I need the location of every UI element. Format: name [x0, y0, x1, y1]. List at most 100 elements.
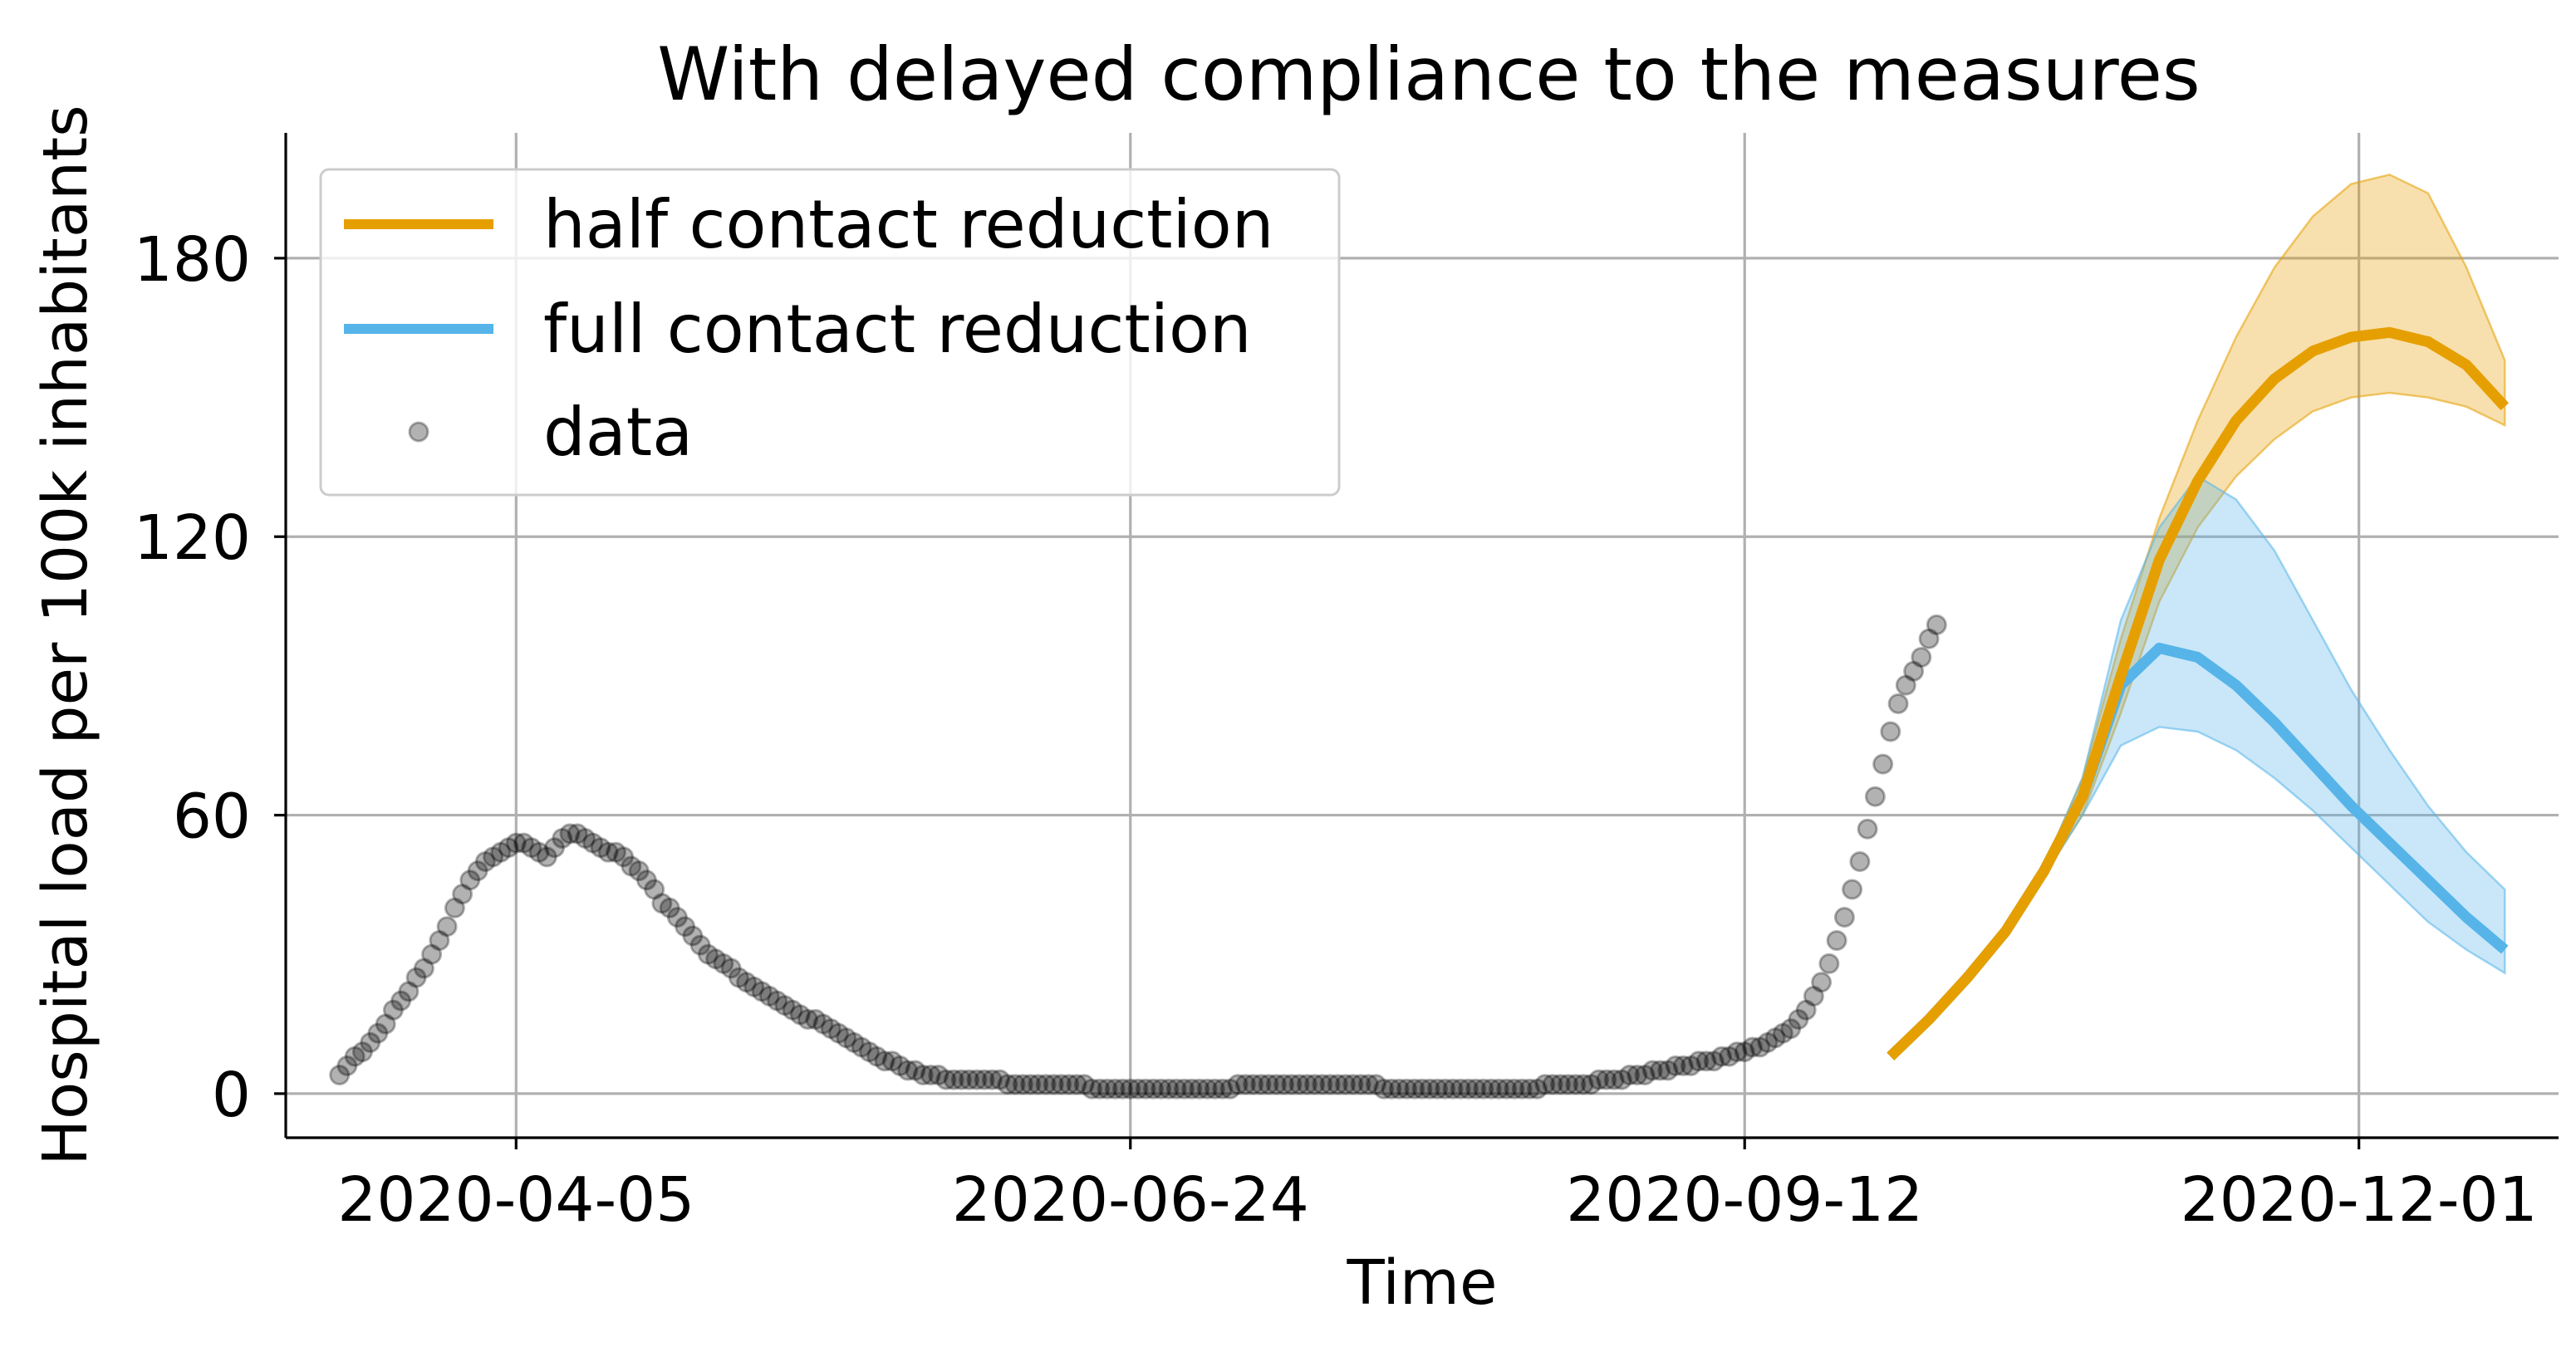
data-point	[1189, 1078, 1210, 1100]
data-point	[1174, 1078, 1195, 1100]
data-point	[1243, 1074, 1264, 1095]
data-point	[1112, 1078, 1133, 1100]
data-point	[1350, 1074, 1371, 1095]
data-point	[697, 943, 719, 965]
series-lines	[1887, 326, 2510, 1060]
data-point	[1504, 1078, 1525, 1100]
data-point	[521, 837, 542, 859]
data-point	[635, 869, 657, 891]
data-point	[1404, 1078, 1425, 1100]
data-point	[459, 869, 481, 891]
data-point	[1611, 1069, 1632, 1090]
data-point	[897, 1060, 919, 1081]
data-point	[644, 879, 665, 900]
data-point	[1757, 1031, 1779, 1053]
data-point	[1519, 1078, 1540, 1100]
data-point	[1872, 753, 1894, 775]
y-ticks: 0 60 120 180	[134, 224, 286, 1131]
data-point	[1151, 1078, 1172, 1100]
data-point	[1811, 972, 1833, 993]
data-point	[1903, 660, 1925, 682]
data-point	[920, 1065, 941, 1085]
data-point	[751, 981, 773, 1002]
data-point	[1381, 1078, 1402, 1100]
x-tick-label: 2020-12-01	[2181, 1164, 2538, 1236]
data-points	[329, 614, 1947, 1100]
data-point	[1043, 1074, 1064, 1095]
data-point	[1411, 1078, 1433, 1100]
data-point	[1473, 1078, 1494, 1100]
legend-label-half-contact-reduction: half contact reduction	[543, 186, 1273, 263]
data-point	[575, 828, 596, 849]
data-point	[1619, 1065, 1641, 1085]
data-point	[859, 1041, 880, 1063]
data-point	[1588, 1069, 1610, 1090]
data-point	[789, 1004, 811, 1026]
data-point	[1596, 1069, 1617, 1090]
x-tick-label: 2020-04-05	[337, 1164, 694, 1236]
data-point	[1442, 1078, 1464, 1100]
data-point	[1265, 1074, 1287, 1095]
data-point	[1250, 1074, 1272, 1095]
data-point	[490, 841, 512, 863]
y-axis-label: Hospital load per 100k inhabitants	[30, 105, 101, 1165]
data-point	[1565, 1074, 1587, 1095]
data-point	[1127, 1078, 1149, 1100]
x-tick-label: 2020-06-24	[952, 1164, 1309, 1236]
data-point	[1120, 1078, 1141, 1100]
data-point	[444, 897, 465, 918]
legend-marker-data	[408, 421, 429, 443]
data-point	[843, 1031, 865, 1053]
data-point	[582, 832, 604, 854]
data-point	[981, 1069, 1003, 1090]
data-point	[1634, 1065, 1656, 1085]
data-point	[736, 972, 758, 993]
data-point	[1165, 1078, 1187, 1100]
data-point	[1234, 1074, 1256, 1095]
data-point	[613, 846, 635, 868]
data-point	[1458, 1078, 1479, 1100]
data-point	[675, 916, 696, 938]
legend-label-data: data	[543, 394, 693, 471]
data-point	[1082, 1078, 1102, 1100]
y-tick-label: 120	[134, 502, 251, 574]
data-point	[805, 1009, 827, 1030]
data-point	[528, 841, 550, 863]
data-point	[705, 948, 727, 970]
data-point	[452, 884, 473, 905]
data-point	[1549, 1074, 1571, 1095]
data-point	[1089, 1078, 1111, 1100]
data-point	[820, 1018, 841, 1040]
data-point	[1726, 1041, 1748, 1063]
confidence-bands	[1889, 173, 2506, 1058]
data-point	[1764, 1027, 1786, 1049]
data-point	[375, 1013, 396, 1035]
data-point	[405, 967, 427, 988]
data-point	[1887, 693, 1909, 714]
data-point	[1135, 1078, 1156, 1100]
data-point	[1719, 1046, 1740, 1067]
data-point	[1373, 1078, 1395, 1100]
legend: half contact reduction full contact redu…	[319, 168, 1341, 497]
data-point	[1818, 953, 1840, 974]
data-point	[1833, 907, 1855, 928]
y-tick-label: 180	[134, 224, 251, 296]
data-point	[935, 1069, 957, 1090]
data-point	[536, 846, 557, 868]
data-point	[828, 1022, 849, 1044]
data-point	[1918, 628, 1940, 649]
data-point	[905, 1060, 926, 1081]
data-point	[1450, 1078, 1471, 1100]
data-point	[567, 823, 588, 845]
data-point	[1012, 1074, 1033, 1095]
data-point	[429, 930, 450, 951]
data-point	[866, 1046, 888, 1067]
data-point	[621, 855, 642, 877]
data-point	[1104, 1078, 1126, 1100]
data-point	[505, 832, 527, 854]
data-point	[590, 837, 611, 859]
data-point	[1641, 1060, 1663, 1081]
data-point	[767, 990, 788, 1011]
data-point	[974, 1069, 995, 1090]
data-point	[1227, 1074, 1249, 1095]
